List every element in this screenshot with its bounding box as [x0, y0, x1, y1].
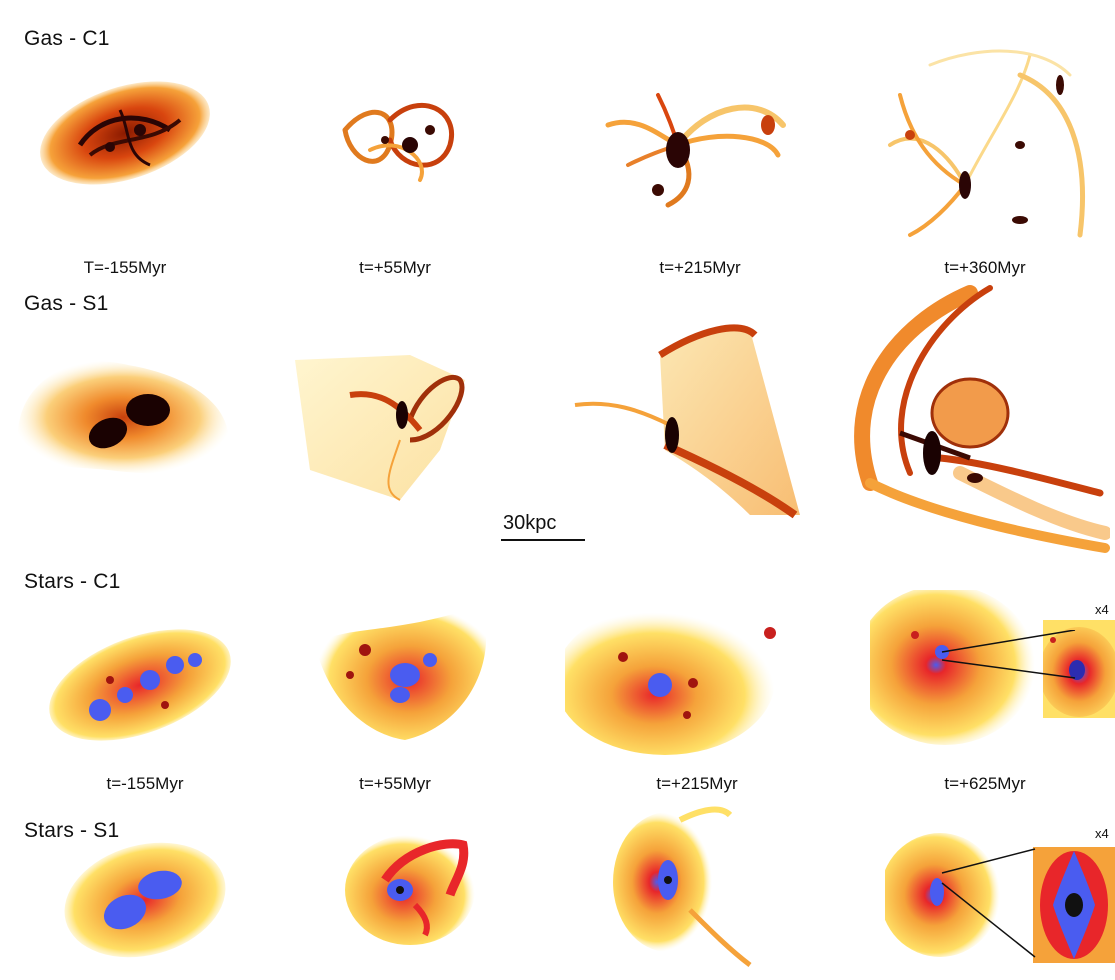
scale-bar-label: 30kpc: [503, 512, 557, 534]
time-label-gas-c1-3: t=+215Myr: [659, 258, 741, 277]
row-title-stars-c1: Stars - C1: [24, 570, 121, 593]
stars-c1-zoom-lines: [941, 630, 1076, 679]
stars-c1-panel-1: [40, 620, 240, 750]
time-label-gas-c1-4: t=+360Myr: [944, 258, 1026, 277]
stars-c1-panel-2: [310, 595, 500, 745]
gas-s1-panel-1: [8, 345, 238, 485]
time-label-stars-c1-4: t=+625Myr: [944, 774, 1026, 793]
scale-bar-line: [501, 539, 585, 541]
gas-c1-panel-1: [30, 75, 220, 195]
stars-s1-panel-1: [60, 840, 230, 960]
gas-c1-panel-2: [330, 90, 480, 190]
time-label-stars-c1-1: t=-155Myr: [106, 774, 184, 793]
time-label-gas-c1-2: t=+55Myr: [359, 258, 431, 277]
stars-s1-panel-2: [345, 820, 485, 950]
row-title-gas-s1: Gas - S1: [24, 292, 109, 315]
gas-c1-panel-4: [870, 35, 1100, 255]
time-label-stars-c1-2: t=+55Myr: [359, 774, 431, 793]
stars-s1-panel-3: [610, 800, 760, 970]
stars-s1-panel-4: [885, 830, 1005, 960]
stars-s1-zoom-lines: [941, 848, 1036, 958]
zoom-label-stars-c1: x4: [1095, 602, 1109, 617]
stars-c1-panel-3: [565, 575, 795, 755]
row-title-stars-s1: Stars - S1: [24, 819, 120, 842]
gas-s1-panel-2: [290, 350, 470, 510]
gas-s1-panel-4: [840, 283, 1110, 558]
time-label-gas-c1-1: T=-155Myr: [83, 258, 167, 277]
zoom-label-stars-s1: x4: [1095, 826, 1109, 841]
stars-c1-zoom-inset: [1039, 620, 1115, 723]
row-title-gas-c1: Gas - C1: [24, 27, 110, 50]
stars-s1-zoom-inset: [1033, 847, 1115, 968]
gas-c1-panel-3: [598, 75, 798, 215]
time-label-stars-c1-3: t=+215Myr: [656, 774, 738, 793]
gas-s1-panel-3: [570, 315, 810, 525]
